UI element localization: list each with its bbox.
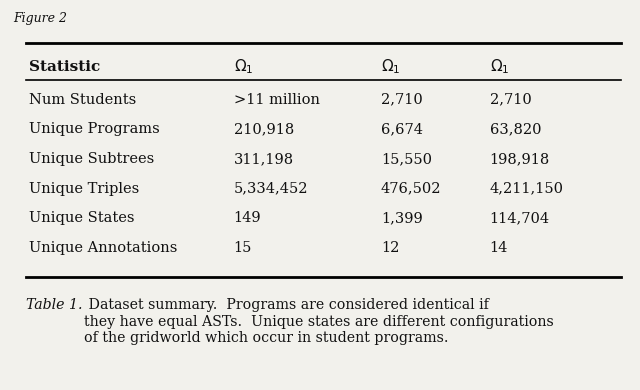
- Text: 4,211,150: 4,211,150: [490, 181, 564, 195]
- Text: Unique Programs: Unique Programs: [29, 122, 159, 136]
- Text: >11 million: >11 million: [234, 92, 319, 106]
- Text: 2,710: 2,710: [490, 92, 531, 106]
- Text: 1,399: 1,399: [381, 211, 422, 225]
- Text: Figure 2: Figure 2: [13, 12, 67, 25]
- Text: 12: 12: [381, 241, 399, 255]
- Text: 210,918: 210,918: [234, 122, 294, 136]
- Text: 63,820: 63,820: [490, 122, 541, 136]
- Text: 15: 15: [234, 241, 252, 255]
- Text: 149: 149: [234, 211, 261, 225]
- Text: $\Omega_1$: $\Omega_1$: [490, 58, 509, 76]
- Text: 6,674: 6,674: [381, 122, 423, 136]
- Text: $\Omega_1$: $\Omega_1$: [234, 58, 253, 76]
- Text: 15,550: 15,550: [381, 152, 432, 166]
- Text: Table 1.: Table 1.: [26, 298, 82, 312]
- Text: 198,918: 198,918: [490, 152, 550, 166]
- Text: Dataset summary.  Programs are considered identical if
they have equal ASTs.  Un: Dataset summary. Programs are considered…: [84, 298, 554, 345]
- Text: Unique Subtrees: Unique Subtrees: [29, 152, 154, 166]
- Text: Unique Triples: Unique Triples: [29, 181, 139, 195]
- Text: 14: 14: [490, 241, 508, 255]
- Text: 114,704: 114,704: [490, 211, 550, 225]
- Text: Unique States: Unique States: [29, 211, 134, 225]
- Text: Unique Annotations: Unique Annotations: [29, 241, 177, 255]
- Text: Statistic: Statistic: [29, 60, 100, 74]
- Text: 5,334,452: 5,334,452: [234, 181, 308, 195]
- Text: $\Omega_1$: $\Omega_1$: [381, 58, 401, 76]
- Text: Num Students: Num Students: [29, 92, 136, 106]
- Text: 476,502: 476,502: [381, 181, 442, 195]
- Text: 311,198: 311,198: [234, 152, 294, 166]
- Text: 2,710: 2,710: [381, 92, 422, 106]
